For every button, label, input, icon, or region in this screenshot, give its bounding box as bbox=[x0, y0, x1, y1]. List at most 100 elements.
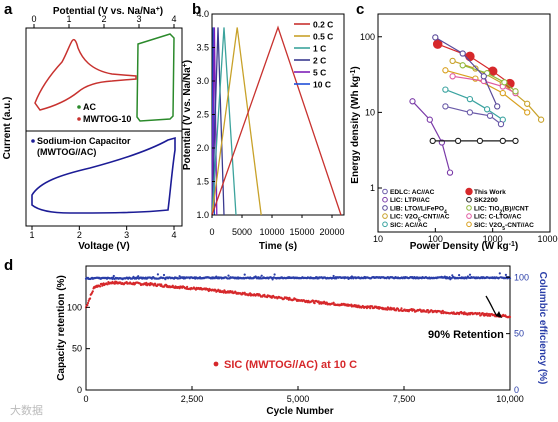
ragone-point bbox=[480, 73, 487, 80]
capacity-point bbox=[87, 299, 90, 302]
capacity-point bbox=[145, 281, 148, 284]
c-y-tick-label: 1 bbox=[370, 183, 375, 193]
ragone-point bbox=[501, 79, 508, 86]
b-x-tick-label: 20000 bbox=[319, 227, 344, 237]
ragone-point bbox=[449, 57, 456, 65]
d-right-tick-label: 0 bbox=[514, 385, 519, 395]
d-x-tick-label: 2,500 bbox=[181, 394, 204, 404]
a-bottom-tick-label: 1 bbox=[29, 230, 34, 240]
gcd-curve bbox=[211, 27, 225, 216]
b-x-tick-label: 15000 bbox=[289, 227, 314, 237]
capacity-point bbox=[386, 308, 389, 311]
d-x-tick-label: 5,000 bbox=[287, 394, 310, 404]
panel-a-bottom-ticks: 1 2 3 4 bbox=[29, 226, 177, 240]
capacity-point bbox=[171, 284, 174, 287]
panel-a-top-ticks: 0 1 2 3 4 bbox=[31, 14, 177, 28]
c-legend-marker bbox=[382, 205, 388, 211]
c-legend-label: LIB: LTO//LiFePO4 bbox=[390, 205, 447, 215]
ragone-curve bbox=[462, 64, 516, 92]
panel-c-x-axis-title: Power Density (W kg-1) bbox=[410, 241, 518, 253]
ragone-point bbox=[497, 120, 505, 128]
efficiency-arrowhead bbox=[496, 311, 502, 318]
cv-curve-mwtog10 bbox=[34, 38, 137, 111]
efficiency-point bbox=[112, 274, 115, 278]
capacity-point bbox=[426, 309, 429, 312]
efficiency-point bbox=[458, 274, 461, 277]
ragone-curve bbox=[445, 89, 504, 121]
panel-c-ticks: 10 100 1000 10000 1 10 100 bbox=[360, 32, 558, 244]
capacity-point bbox=[91, 290, 94, 293]
c-legend-marker bbox=[465, 187, 473, 196]
gcd-curve bbox=[211, 27, 237, 216]
ragone-point bbox=[486, 112, 494, 119]
ragone-curve bbox=[452, 75, 516, 94]
panel-b-legend: 0.2 C 0.5 C 1 C 2 C 5 C 10 C bbox=[294, 20, 333, 90]
ragone-point bbox=[432, 39, 443, 49]
ragone-point bbox=[442, 67, 449, 74]
a-top-tick-label: 0 bbox=[31, 14, 36, 24]
c-legend-label: LIC: TiO2(B)//CNT bbox=[474, 205, 529, 215]
panel-a-frame bbox=[25, 27, 183, 227]
c-legend-label: LIC: C-LTO//AC bbox=[474, 214, 522, 221]
ragone-curve bbox=[445, 69, 528, 113]
d-x-tick-label: 10,000 bbox=[496, 394, 524, 404]
capacity-point bbox=[86, 301, 90, 305]
efficiency-point bbox=[260, 274, 263, 277]
b-legend-label: 1 C bbox=[313, 44, 326, 54]
legend-label-sic-line2: (MWTOG//AC) bbox=[37, 147, 96, 157]
ragone-point bbox=[512, 88, 519, 95]
capacity-point bbox=[440, 312, 443, 315]
d-left-tick-label: 0 bbox=[77, 385, 82, 395]
panel-a-top-axis-title: Potential (V vs. Na/Na+) bbox=[53, 6, 163, 18]
c-legend-label: This Work bbox=[474, 189, 506, 196]
b-legend-label: 5 C bbox=[313, 68, 326, 78]
panel-d-left-y-title: Capacity retention (%) bbox=[56, 275, 67, 381]
c-legend-label: EDLC: AC//AC bbox=[390, 189, 435, 196]
c-legend-marker bbox=[382, 188, 388, 195]
ragone-curve bbox=[434, 36, 498, 107]
b-x-tick-label: 5000 bbox=[232, 227, 252, 237]
c-legend-label: SK2200 bbox=[474, 197, 498, 204]
efficiency-point bbox=[137, 275, 140, 278]
watermark-text: 大数据 bbox=[10, 403, 43, 417]
ragone-point bbox=[494, 103, 501, 110]
ragone-point bbox=[432, 34, 439, 41]
legend-label-mwtog10: MWTOG-10 bbox=[83, 114, 131, 124]
ragone-curve bbox=[412, 100, 451, 173]
efficiency-point bbox=[332, 274, 335, 278]
b-y-tick-label: 1.0 bbox=[196, 210, 209, 220]
d-left-tick-label: 100 bbox=[67, 302, 82, 312]
ragone-point bbox=[409, 98, 416, 105]
c-x-tick-label: 10000 bbox=[537, 234, 558, 244]
ragone-point bbox=[449, 73, 456, 80]
ragone-point bbox=[454, 137, 462, 145]
panel-d-x-axis-title: Cycle Number bbox=[266, 406, 333, 417]
efficiency-point bbox=[156, 273, 159, 276]
panel-label-c: c bbox=[356, 1, 364, 18]
c-legend-label: LIC: LTP//AC bbox=[390, 197, 430, 204]
panel-a-y-axis-title: Current (a.u.) bbox=[2, 97, 13, 160]
d-x-tick-label: 7,500 bbox=[393, 394, 416, 404]
capacity-point bbox=[89, 297, 92, 300]
ragone-curve bbox=[437, 43, 511, 85]
capacity-point bbox=[154, 282, 157, 285]
gcd-curve bbox=[211, 27, 262, 216]
a-bottom-tick-label: 4 bbox=[171, 230, 176, 240]
capacity-point bbox=[332, 301, 335, 304]
ragone-point bbox=[466, 95, 474, 103]
c-x-tick-label: 1000 bbox=[483, 234, 503, 244]
panel-a-legend-upper: AC MWTOG-10 bbox=[77, 102, 131, 124]
panel-b: b 1.0 1.5 2.0 2.5 3.0 3.5 4.0 0 5000 10000 15000 20… bbox=[182, 1, 345, 252]
ragone-point bbox=[429, 137, 436, 145]
d-left-tick-label: 50 bbox=[72, 344, 82, 354]
ragone-point bbox=[512, 137, 519, 145]
capacity-point bbox=[441, 309, 444, 312]
panel-c-series bbox=[409, 34, 545, 176]
b-x-tick-label: 10000 bbox=[259, 227, 284, 237]
capacity-point bbox=[325, 301, 328, 304]
b-y-tick-label: 3.0 bbox=[196, 76, 209, 86]
b-y-tick-label: 4.0 bbox=[196, 9, 209, 19]
c-legend-marker bbox=[382, 196, 388, 203]
